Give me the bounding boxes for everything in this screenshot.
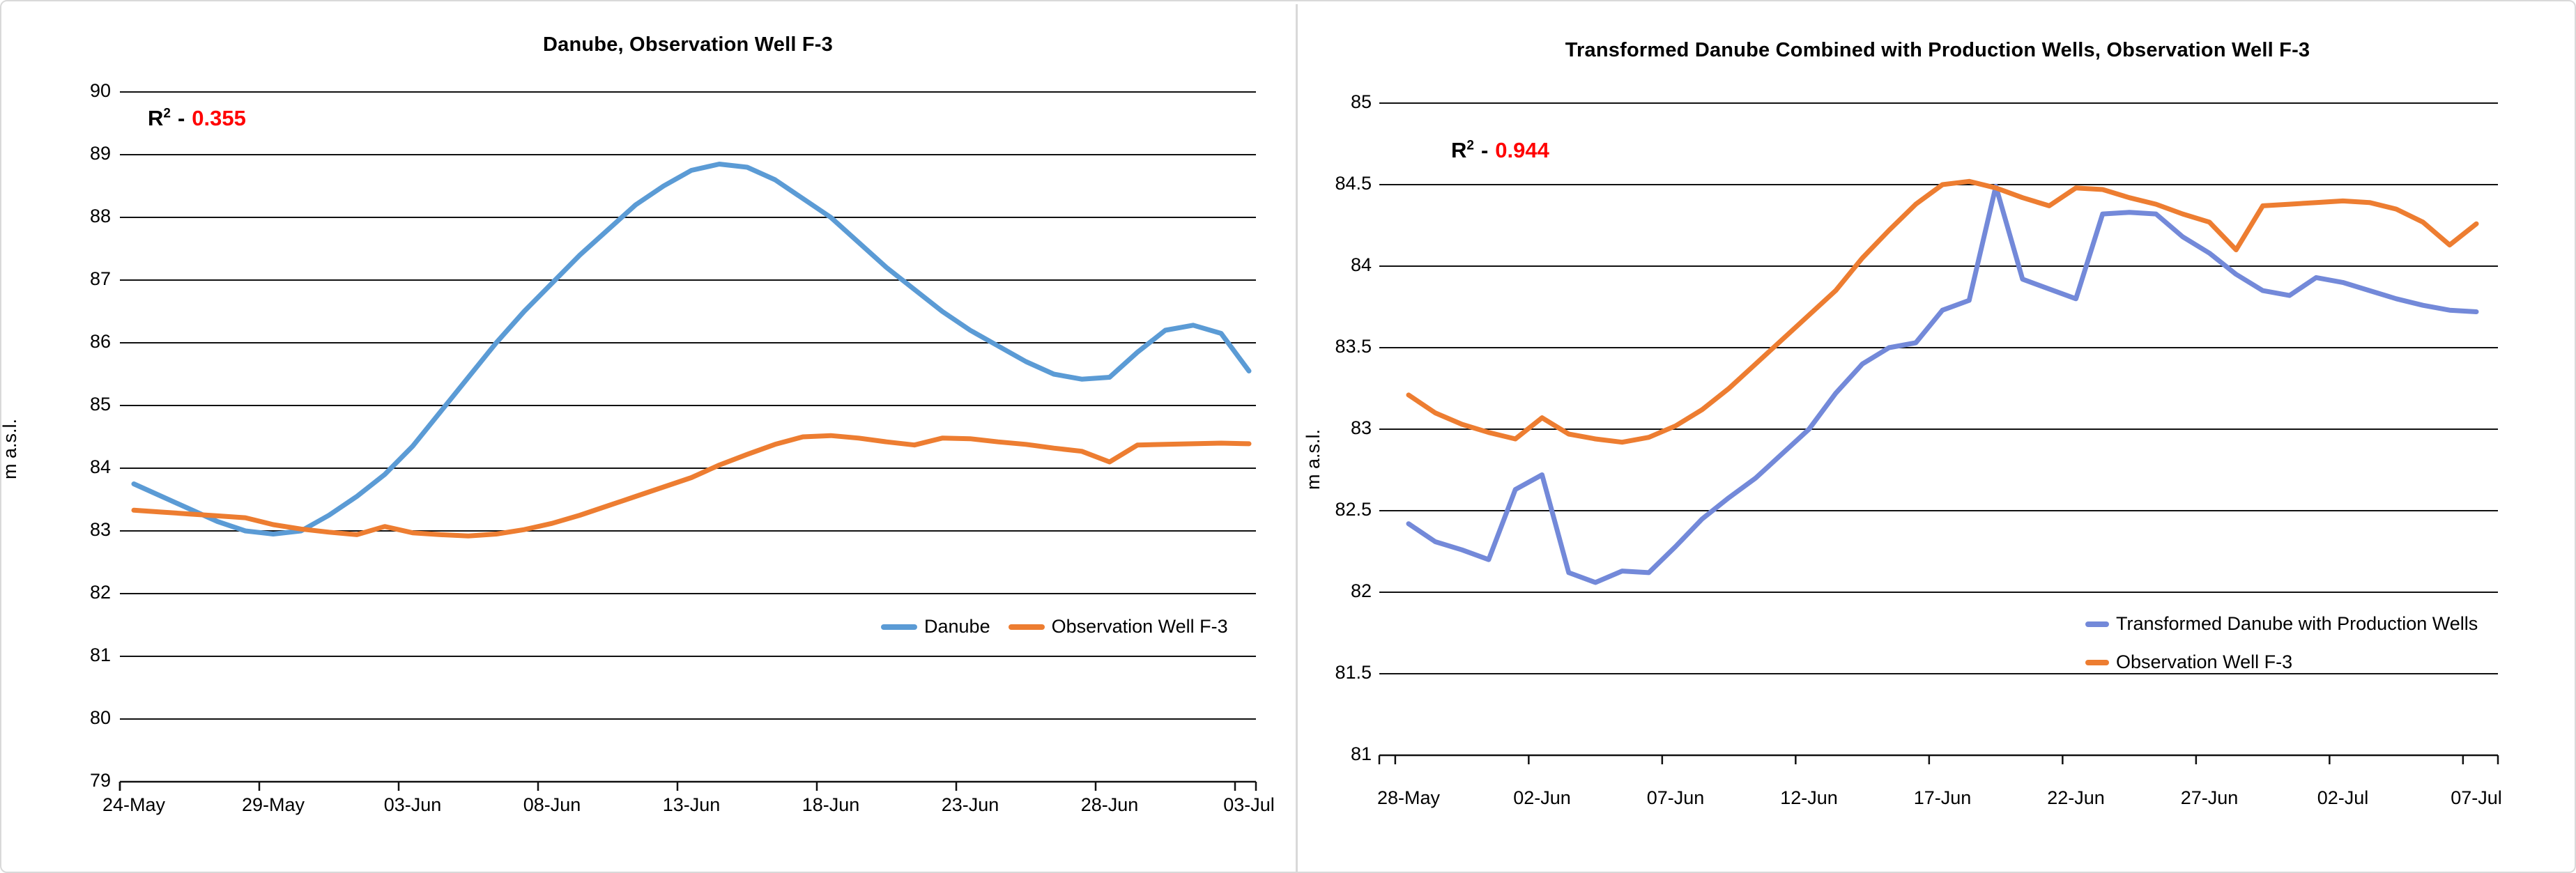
y-tick-label: 83 [1351, 417, 1372, 438]
y-tick-label: 84 [90, 456, 111, 477]
y-tick-label: 86 [90, 331, 111, 352]
x-tick-label: 27-Jun [2181, 787, 2239, 808]
y-tick-label: 90 [90, 80, 111, 101]
chart-panel-left: 90 89 88 87 86 85 84 83 82 81 80 79 24-May 29-May 03-J… [1, 8, 1294, 867]
legend-label: Observation Well F-3 [2116, 651, 2293, 672]
x-tick-label: 12-Jun [1780, 787, 1838, 808]
panel-divider [1296, 4, 1298, 872]
x-tick-label: 28-May [1377, 787, 1441, 808]
y-axis-title-right: m a.s.l. [1303, 428, 1324, 490]
observation-well-line-swatch-icon [2085, 659, 2109, 665]
danube-line-swatch-icon [881, 624, 917, 630]
legend-right: Transformed Danube with Production Wells… [2085, 613, 2478, 673]
legend-left: Danube Observation Well F-3 [881, 616, 1228, 638]
plot-area-right: 85 84.5 84 83.5 83 82.5 82 81.5 81 28-May 02-Jun 07… [1335, 91, 2502, 808]
y-tick-label: 83.5 [1335, 336, 1372, 357]
legend-item-transformed-danube: Transformed Danube with Production Wells [2085, 613, 2478, 635]
series-line-danube [131, 162, 1252, 536]
y-tick-label: 82 [90, 582, 111, 603]
y-tick-label: 85 [1351, 91, 1372, 112]
x-tick-label: 07-Jun [1647, 787, 1705, 808]
legend-item-observation-well: Observation Well F-3 [2085, 651, 2292, 673]
chart-panel-right: 85 84.5 84 83.5 83 82.5 82 81.5 81 28-May 02-Jun 07… [1301, 8, 2570, 867]
x-tick-label: 02-Jun [1513, 787, 1571, 808]
x-tick-label: 03-Jul [1223, 794, 1275, 815]
r2-separator: - [1480, 138, 1489, 162]
legend-label: Transformed Danube with Production Wells [2116, 613, 2478, 634]
y-tick-label: 81.5 [1335, 662, 1372, 683]
x-tick-label: 07-Jul [2451, 787, 2502, 808]
r2-value: 0.355 [192, 106, 246, 130]
x-tick-label: 24-May [102, 794, 166, 815]
x-tick-label: 18-Jun [802, 794, 860, 815]
x-tick-label: 23-Jun [942, 794, 999, 815]
y-tick-label: 87 [90, 268, 111, 289]
y-tick-label: 83 [90, 519, 111, 540]
x-tick-label: 02-Jul [2317, 787, 2369, 808]
transformed-danube-line-swatch-icon [2085, 621, 2109, 627]
chart-title-left: Danube, Observation Well F-3 [543, 33, 833, 56]
y-tick-label: 82 [1351, 580, 1372, 601]
y-tick-label: 84.5 [1335, 173, 1372, 194]
x-tick-label: 22-Jun [2047, 787, 2105, 808]
y-tick-label: 80 [90, 707, 111, 728]
legend-item-observation-well: Observation Well F-3 [1008, 616, 1228, 638]
x-tick-label: 08-Jun [523, 794, 581, 815]
y-tick-label: 81 [90, 644, 111, 665]
plot-area-left: 90 89 88 87 86 85 84 83 82 81 80 79 24-May 29-May 03-J… [90, 80, 1275, 815]
series-line-observation-well-f-3 [1406, 178, 2479, 445]
y-tick-label: 82.5 [1335, 499, 1372, 520]
y-tick-label: 88 [90, 206, 111, 226]
legend-item-danube: Danube [881, 616, 990, 638]
y-axis-title-left: m a.s.l. [0, 418, 20, 479]
y-tick-label: 89 [90, 143, 111, 164]
x-tick-label: 17-Jun [1914, 787, 1972, 808]
r2-value: 0.944 [1495, 138, 1549, 162]
series-line-observation-well-f-3 [131, 433, 1252, 539]
r2-symbol: R2 [1451, 138, 1474, 162]
x-tick-label: 13-Jun [663, 794, 721, 815]
observation-well-line-swatch-icon [1008, 624, 1045, 630]
legend-label: Observation Well F-3 [1051, 616, 1228, 637]
r2-annotation-left: R2-0.355 [148, 106, 246, 131]
r2-separator: - [177, 106, 185, 130]
y-tick-label: 81 [1351, 743, 1372, 764]
r2-symbol: R2 [148, 106, 171, 130]
series-line-transformed-danube-with-production-wells [1406, 183, 2479, 585]
r2-annotation-right: R2-0.944 [1451, 138, 1549, 163]
legend-label: Danube [924, 616, 990, 637]
y-tick-label: 79 [90, 770, 111, 791]
x-tick-label: 29-May [242, 794, 305, 815]
chart-title-right: Transformed Danube Combined with Product… [1565, 39, 2310, 61]
y-tick-label: 85 [90, 394, 111, 415]
x-tick-label: 28-Jun [1081, 794, 1139, 815]
y-tick-label: 84 [1351, 254, 1372, 275]
x-tick-label: 03-Jun [384, 794, 442, 815]
